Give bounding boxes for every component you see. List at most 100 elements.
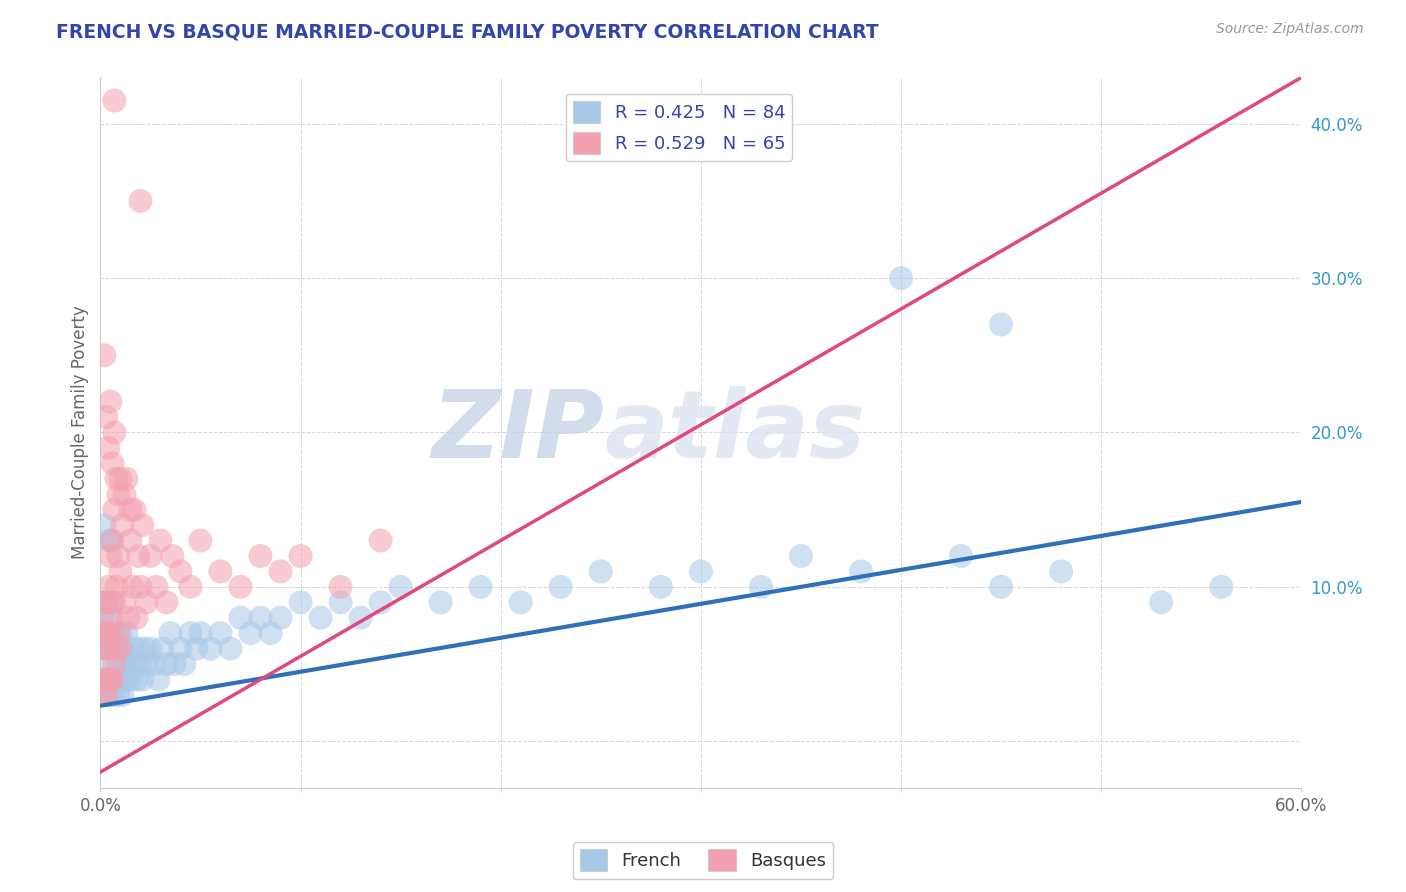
- Point: [97, 580, 120, 594]
- Point: [309, 611, 332, 625]
- Point: [103, 626, 125, 640]
- Point: [124, 502, 146, 516]
- Point: [91, 611, 114, 625]
- Point: [111, 641, 134, 656]
- Point: [589, 565, 612, 579]
- Point: [155, 657, 177, 671]
- Point: [134, 641, 156, 656]
- Point: [93, 673, 115, 687]
- Point: [111, 688, 134, 702]
- Point: [990, 318, 1012, 332]
- Point: [135, 657, 157, 671]
- Point: [145, 580, 167, 594]
- Point: [98, 673, 121, 687]
- Point: [110, 626, 132, 640]
- Point: [96, 688, 118, 702]
- Text: ZIP: ZIP: [432, 386, 605, 478]
- Point: [950, 549, 973, 563]
- Point: [96, 688, 118, 702]
- Point: [229, 580, 252, 594]
- Legend: French, Basques: French, Basques: [572, 842, 834, 879]
- Point: [97, 673, 120, 687]
- Point: [101, 673, 124, 687]
- Point: [200, 641, 222, 656]
- Point: [370, 533, 392, 548]
- Legend: R = 0.425   N = 84, R = 0.529   N = 65: R = 0.425 N = 84, R = 0.529 N = 65: [565, 94, 793, 161]
- Point: [91, 657, 114, 671]
- Point: [96, 595, 118, 609]
- Text: Source: ZipAtlas.com: Source: ZipAtlas.com: [1216, 22, 1364, 37]
- Point: [105, 641, 128, 656]
- Point: [120, 673, 142, 687]
- Point: [429, 595, 451, 609]
- Point: [110, 641, 132, 656]
- Point: [139, 549, 162, 563]
- Point: [135, 595, 157, 609]
- Point: [93, 641, 115, 656]
- Point: [115, 673, 138, 687]
- Point: [163, 657, 186, 671]
- Point: [112, 657, 135, 671]
- Point: [173, 657, 195, 671]
- Point: [110, 673, 132, 687]
- Point: [96, 641, 118, 656]
- Point: [98, 611, 121, 625]
- Point: [96, 410, 118, 425]
- Point: [105, 673, 128, 687]
- Point: [1150, 595, 1173, 609]
- Point: [96, 641, 118, 656]
- Point: [149, 533, 172, 548]
- Point: [389, 580, 412, 594]
- Point: [107, 487, 129, 501]
- Point: [129, 657, 152, 671]
- Point: [101, 595, 124, 609]
- Point: [101, 641, 124, 656]
- Point: [125, 611, 148, 625]
- Y-axis label: Married-Couple Family Poverty: Married-Couple Family Poverty: [72, 306, 89, 559]
- Point: [131, 673, 153, 687]
- Point: [849, 565, 872, 579]
- Point: [349, 611, 371, 625]
- Point: [229, 611, 252, 625]
- Point: [370, 595, 392, 609]
- Point: [124, 657, 146, 671]
- Point: [120, 502, 142, 516]
- Point: [101, 611, 124, 625]
- Point: [329, 595, 352, 609]
- Point: [1050, 565, 1073, 579]
- Point: [121, 580, 143, 594]
- Point: [129, 580, 152, 594]
- Point: [103, 425, 125, 440]
- Point: [93, 348, 115, 362]
- Point: [93, 688, 115, 702]
- Point: [110, 472, 132, 486]
- Point: [290, 549, 312, 563]
- Point: [143, 657, 166, 671]
- Point: [650, 580, 672, 594]
- Point: [169, 565, 191, 579]
- Point: [111, 518, 134, 533]
- Point: [148, 673, 170, 687]
- Point: [107, 688, 129, 702]
- Point: [91, 626, 114, 640]
- Point: [112, 487, 135, 501]
- Point: [179, 580, 201, 594]
- Point: [239, 626, 262, 640]
- Point: [105, 472, 128, 486]
- Point: [249, 549, 271, 563]
- Point: [93, 518, 115, 533]
- Point: [98, 533, 121, 548]
- Point: [91, 673, 114, 687]
- Point: [159, 626, 181, 640]
- Point: [103, 595, 125, 609]
- Point: [131, 518, 153, 533]
- Point: [115, 626, 138, 640]
- Point: [509, 595, 531, 609]
- Point: [689, 565, 711, 579]
- Point: [190, 533, 212, 548]
- Point: [93, 595, 115, 609]
- Point: [120, 533, 142, 548]
- Point: [117, 657, 139, 671]
- Point: [97, 626, 120, 640]
- Point: [129, 194, 152, 208]
